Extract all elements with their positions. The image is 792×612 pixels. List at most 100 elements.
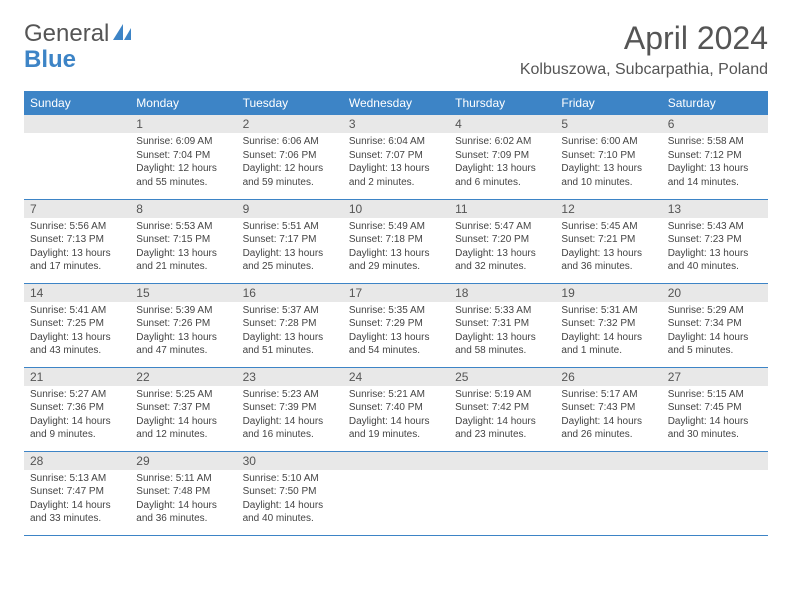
daylight-line2: and 12 minutes. (136, 428, 230, 442)
day-details: Sunrise: 6:00 AMSunset: 7:10 PMDaylight:… (555, 133, 661, 193)
day-number: 25 (449, 368, 555, 386)
calendar-cell (555, 451, 661, 535)
sunset-text: Sunset: 7:48 PM (136, 485, 230, 499)
daylight-line1: Daylight: 13 hours (455, 247, 549, 261)
sunrise-text: Sunrise: 5:35 AM (349, 304, 443, 318)
sunset-text: Sunset: 7:25 PM (30, 317, 124, 331)
day-number: 10 (343, 200, 449, 218)
day-details: Sunrise: 5:27 AMSunset: 7:36 PMDaylight:… (24, 386, 130, 446)
daylight-line2: and 25 minutes. (243, 260, 337, 274)
day-details: Sunrise: 5:37 AMSunset: 7:28 PMDaylight:… (237, 302, 343, 362)
daylight-line1: Daylight: 14 hours (136, 499, 230, 513)
daylight-line2: and 55 minutes. (136, 176, 230, 190)
weekday-header: Tuesday (237, 91, 343, 115)
sunset-text: Sunset: 7:31 PM (455, 317, 549, 331)
daylight-line2: and 5 minutes. (668, 344, 762, 358)
calendar-cell: 26Sunrise: 5:17 AMSunset: 7:43 PMDayligh… (555, 367, 661, 451)
day-number: 14 (24, 284, 130, 302)
day-number: 28 (24, 452, 130, 470)
daylight-line1: Daylight: 13 hours (30, 247, 124, 261)
daylight-line1: Daylight: 14 hours (455, 415, 549, 429)
day-details: Sunrise: 5:51 AMSunset: 7:17 PMDaylight:… (237, 218, 343, 278)
day-details: Sunrise: 5:23 AMSunset: 7:39 PMDaylight:… (237, 386, 343, 446)
calendar-cell (24, 115, 130, 199)
calendar-body: 1Sunrise: 6:09 AMSunset: 7:04 PMDaylight… (24, 115, 768, 535)
day-number: 7 (24, 200, 130, 218)
calendar-cell: 6Sunrise: 5:58 AMSunset: 7:12 PMDaylight… (662, 115, 768, 199)
daylight-line2: and 32 minutes. (455, 260, 549, 274)
sunrise-text: Sunrise: 5:23 AM (243, 388, 337, 402)
sunrise-text: Sunrise: 5:51 AM (243, 220, 337, 234)
daylight-line2: and 36 minutes. (136, 512, 230, 526)
day-details: Sunrise: 5:13 AMSunset: 7:47 PMDaylight:… (24, 470, 130, 530)
day-number: 8 (130, 200, 236, 218)
calendar-week-row: 14Sunrise: 5:41 AMSunset: 7:25 PMDayligh… (24, 283, 768, 367)
day-number: 27 (662, 368, 768, 386)
day-details: Sunrise: 5:56 AMSunset: 7:13 PMDaylight:… (24, 218, 130, 278)
sunrise-text: Sunrise: 6:00 AM (561, 135, 655, 149)
calendar-cell: 12Sunrise: 5:45 AMSunset: 7:21 PMDayligh… (555, 199, 661, 283)
sunset-text: Sunset: 7:28 PM (243, 317, 337, 331)
calendar-cell: 9Sunrise: 5:51 AMSunset: 7:17 PMDaylight… (237, 199, 343, 283)
day-details: Sunrise: 5:15 AMSunset: 7:45 PMDaylight:… (662, 386, 768, 446)
day-number: 9 (237, 200, 343, 218)
sunrise-text: Sunrise: 5:43 AM (668, 220, 762, 234)
logo: General (24, 20, 137, 48)
day-number: 30 (237, 452, 343, 470)
weekday-header: Friday (555, 91, 661, 115)
calendar-cell: 11Sunrise: 5:47 AMSunset: 7:20 PMDayligh… (449, 199, 555, 283)
sunrise-text: Sunrise: 5:31 AM (561, 304, 655, 318)
sunset-text: Sunset: 7:09 PM (455, 149, 549, 163)
daylight-line2: and 33 minutes. (30, 512, 124, 526)
weekday-header: Thursday (449, 91, 555, 115)
sunset-text: Sunset: 7:50 PM (243, 485, 337, 499)
sunset-text: Sunset: 7:12 PM (668, 149, 762, 163)
sunset-text: Sunset: 7:20 PM (455, 233, 549, 247)
sunset-text: Sunset: 7:26 PM (136, 317, 230, 331)
calendar-head: SundayMondayTuesdayWednesdayThursdayFrid… (24, 91, 768, 115)
daylight-line2: and 16 minutes. (243, 428, 337, 442)
daylight-line1: Daylight: 13 hours (243, 331, 337, 345)
day-number: 20 (662, 284, 768, 302)
page-header: General April 2024 Kolbuszowa, Subcarpat… (24, 20, 768, 79)
daylight-line2: and 21 minutes. (136, 260, 230, 274)
daylight-line1: Daylight: 14 hours (136, 415, 230, 429)
sunset-text: Sunset: 7:42 PM (455, 401, 549, 415)
calendar-cell: 28Sunrise: 5:13 AMSunset: 7:47 PMDayligh… (24, 451, 130, 535)
day-details: Sunrise: 6:06 AMSunset: 7:06 PMDaylight:… (237, 133, 343, 193)
day-number: 2 (237, 115, 343, 133)
calendar-cell: 2Sunrise: 6:06 AMSunset: 7:06 PMDaylight… (237, 115, 343, 199)
calendar-cell: 23Sunrise: 5:23 AMSunset: 7:39 PMDayligh… (237, 367, 343, 451)
calendar-cell: 30Sunrise: 5:10 AMSunset: 7:50 PMDayligh… (237, 451, 343, 535)
sunset-text: Sunset: 7:37 PM (136, 401, 230, 415)
calendar-cell: 20Sunrise: 5:29 AMSunset: 7:34 PMDayligh… (662, 283, 768, 367)
daylight-line2: and 36 minutes. (561, 260, 655, 274)
day-details: Sunrise: 5:35 AMSunset: 7:29 PMDaylight:… (343, 302, 449, 362)
day-number: 23 (237, 368, 343, 386)
sunset-text: Sunset: 7:07 PM (349, 149, 443, 163)
day-number: 18 (449, 284, 555, 302)
sunset-text: Sunset: 7:43 PM (561, 401, 655, 415)
daylight-line2: and 51 minutes. (243, 344, 337, 358)
day-number: 21 (24, 368, 130, 386)
day-details: Sunrise: 5:21 AMSunset: 7:40 PMDaylight:… (343, 386, 449, 446)
day-number: 22 (130, 368, 236, 386)
sunset-text: Sunset: 7:21 PM (561, 233, 655, 247)
daylight-line2: and 40 minutes. (668, 260, 762, 274)
daylight-line2: and 19 minutes. (349, 428, 443, 442)
sunset-text: Sunset: 7:29 PM (349, 317, 443, 331)
day-details: Sunrise: 6:04 AMSunset: 7:07 PMDaylight:… (343, 133, 449, 193)
calendar-cell: 14Sunrise: 5:41 AMSunset: 7:25 PMDayligh… (24, 283, 130, 367)
sunrise-text: Sunrise: 5:37 AM (243, 304, 337, 318)
sunrise-text: Sunrise: 5:45 AM (561, 220, 655, 234)
daylight-line1: Daylight: 14 hours (349, 415, 443, 429)
calendar-cell: 18Sunrise: 5:33 AMSunset: 7:31 PMDayligh… (449, 283, 555, 367)
empty-daynum-bar (24, 115, 130, 133)
sunrise-text: Sunrise: 5:19 AM (455, 388, 549, 402)
daylight-line1: Daylight: 13 hours (668, 247, 762, 261)
daylight-line2: and 30 minutes. (668, 428, 762, 442)
sunrise-text: Sunrise: 5:58 AM (668, 135, 762, 149)
day-details: Sunrise: 5:53 AMSunset: 7:15 PMDaylight:… (130, 218, 236, 278)
calendar-cell: 15Sunrise: 5:39 AMSunset: 7:26 PMDayligh… (130, 283, 236, 367)
daylight-line1: Daylight: 13 hours (349, 247, 443, 261)
